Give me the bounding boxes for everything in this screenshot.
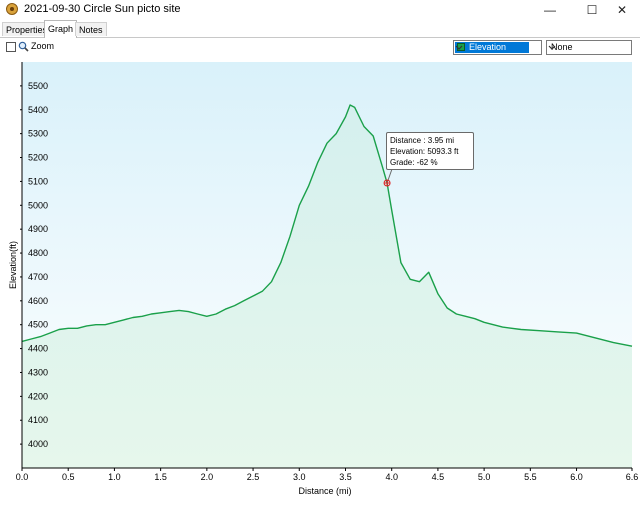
window-title: 2021-09-30 Circle Sun picto site [24,3,181,15]
x-tick-label: 4.5 [432,472,445,482]
y-tick-label: 4300 [28,367,48,377]
cursor-tooltip: Distance : 3.95 mi Elevation: 5093.3 ft … [386,132,474,170]
y-tick-label: 4400 [28,344,48,354]
y-tick-label: 4100 [28,415,48,425]
maximize-button[interactable]: ☐ [586,2,598,17]
zoom-label: Zoom [31,41,55,51]
y-tick-label: 4500 [28,320,48,330]
minimize-button[interactable]: — [544,2,556,17]
y-tick-label: 5300 [28,129,48,139]
y-tick-label: 4700 [28,272,48,282]
y-axis-label: Elevation(ft) [8,241,18,289]
y-tick-label: 4800 [28,248,48,258]
elevation-area-fill [22,105,632,468]
app-logo-icon [6,3,18,15]
tab-strip: Properties Graph Notes [0,20,640,38]
y-tick-label: 5000 [28,200,48,210]
x-tick-label: 0.0 [16,472,29,482]
x-tick-label: 6.0 [570,472,583,482]
primary-series-select[interactable]: Elevation [453,40,542,55]
x-tick-label: 3.0 [293,472,306,482]
tooltip-grade: Grade: -62 % [390,158,438,167]
y-tick-label: 4000 [28,439,48,449]
y-tick-label: 5200 [28,153,48,163]
x-tick-label: 2.0 [201,472,214,482]
secondary-series-value: None [551,42,573,52]
x-tick-label: 3.5 [339,472,352,482]
tooltip-distance: Distance : 3.95 mi [390,136,455,145]
tooltip-elevation: Elevation: 5093.3 ft [390,147,459,156]
tooltip-pointer [386,168,393,184]
x-axis-label: Distance (mi) [298,486,351,496]
chevron-down-icon [455,45,463,50]
selection-highlight [455,42,529,53]
x-tick-label: 1.5 [154,472,167,482]
magnifier-icon [18,41,29,52]
y-tick-label: 5400 [28,105,48,115]
close-button[interactable]: ✕ [616,2,628,17]
y-tick-label: 4900 [28,224,48,234]
tab-notes[interactable]: Notes [75,22,107,36]
title-bar: 2021-09-30 Circle Sun picto site — ☐ ✕ [0,0,640,19]
primary-series-value: Elevation [469,42,507,52]
y-tick-label: 5100 [28,176,48,186]
x-tick-label: 5.5 [524,472,537,482]
y-tick-label: 4200 [28,391,48,401]
y-tick-label: 4600 [28,296,48,306]
x-tick-label: 4.0 [385,472,398,482]
elevation-series-line[interactable] [21,104,633,347]
x-tick-label: 5.0 [478,472,491,482]
secondary-series-select[interactable]: None [546,40,632,55]
x-tick-label: 6.6 [626,472,639,482]
x-tick-label: 2.5 [247,472,260,482]
x-tick-label: 1.0 [108,472,121,482]
x-tick-label: 0.5 [62,472,75,482]
chevron-down-icon [548,45,556,50]
zoom-checkbox[interactable] [6,42,16,52]
y-tick-label: 5500 [28,81,48,91]
